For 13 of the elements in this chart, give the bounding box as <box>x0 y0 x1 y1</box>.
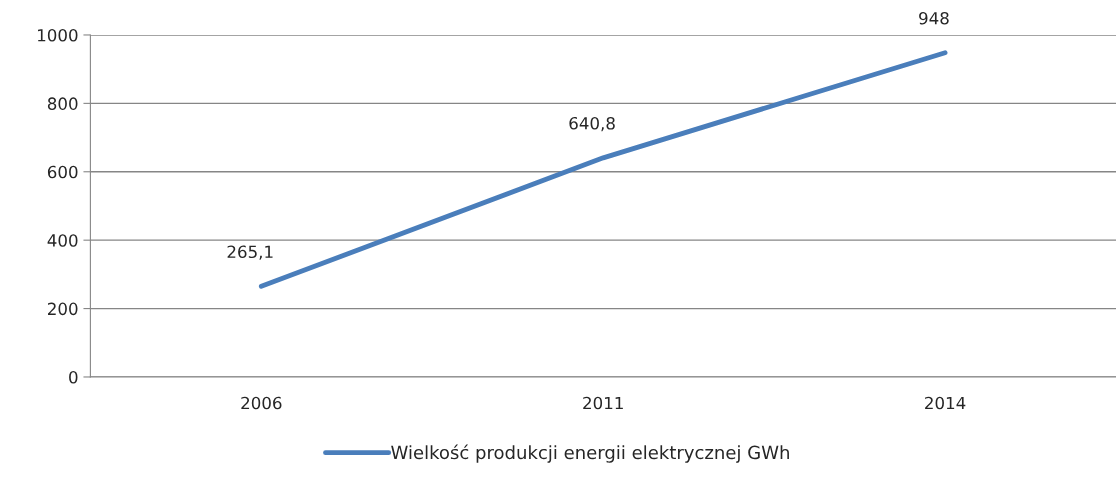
data-label: 640,8 <box>569 116 615 132</box>
y-tick-label: 1000 <box>38 28 78 42</box>
y-tick-label: 200 <box>48 302 78 316</box>
y-tick-label: 800 <box>47 97 78 110</box>
data-label: 265,1 <box>227 245 273 260</box>
y-tick-label: 0 <box>69 370 78 384</box>
x-tick-label: 2014 <box>925 396 966 410</box>
y-tick-label: 600 <box>47 165 78 179</box>
x-tick-label: 2006 <box>241 396 282 410</box>
y-tick-label: 400 <box>47 234 78 247</box>
legend-label: Wielkość produkcji energii elektrycznej GWh <box>391 444 789 463</box>
x-tick-label: 2011 <box>583 396 623 410</box>
data-label: 948 <box>919 11 949 25</box>
